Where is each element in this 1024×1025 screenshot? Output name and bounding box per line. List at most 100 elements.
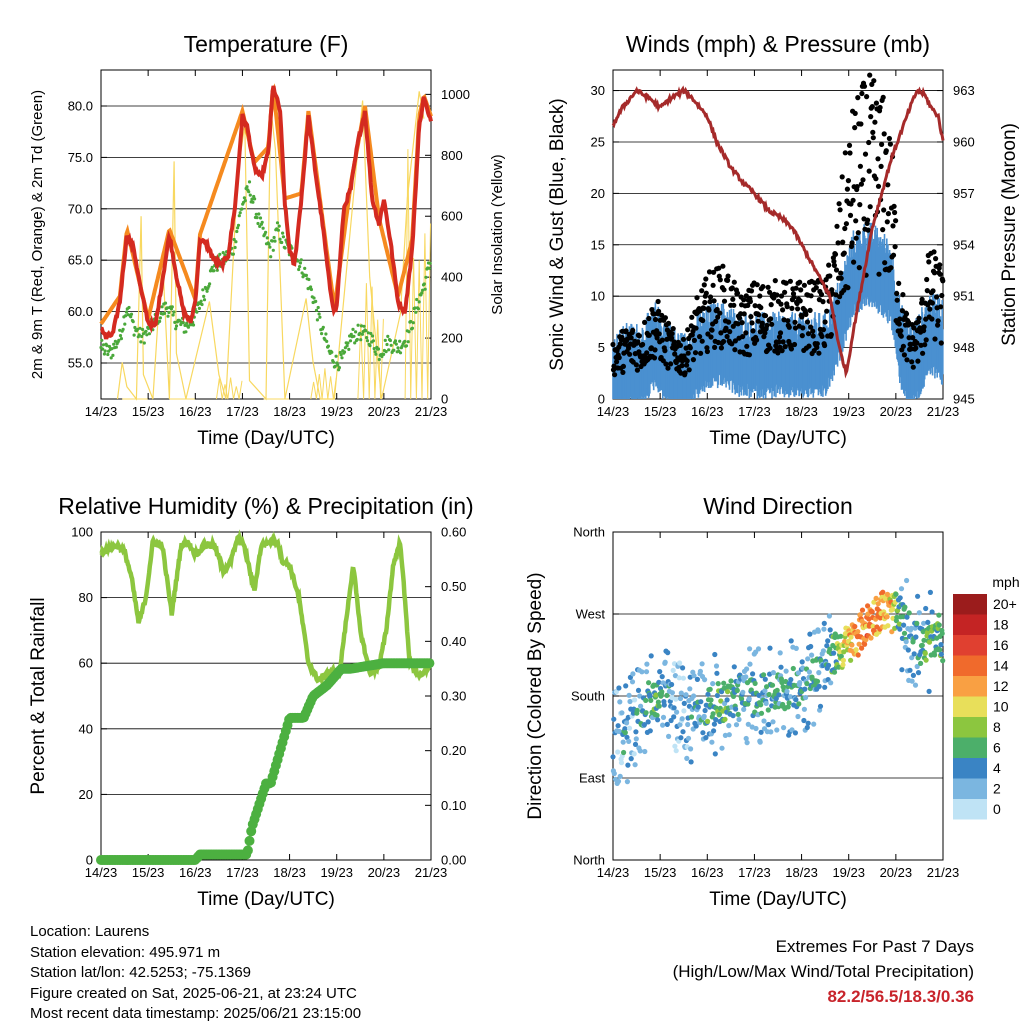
dewpoint-point <box>110 347 114 351</box>
gust-point <box>793 285 799 291</box>
x-tick-label: 14/23 <box>85 404 118 419</box>
gust-point <box>655 298 661 305</box>
gust-point <box>938 304 944 310</box>
direction-point <box>615 749 621 755</box>
dewpoint-point <box>415 297 419 302</box>
direction-point <box>916 610 922 616</box>
gust-point <box>746 352 753 358</box>
gust-point <box>699 338 705 344</box>
dewpoint-point <box>132 333 136 337</box>
direction-point <box>913 634 919 640</box>
gust-point <box>664 336 670 342</box>
dewpoint-point <box>370 334 375 338</box>
dewpoint-point <box>299 258 303 262</box>
direction-point <box>646 680 652 686</box>
gust-point <box>741 311 747 317</box>
gust-point <box>640 341 646 348</box>
direction-point <box>803 694 809 701</box>
direction-point <box>899 667 905 673</box>
direction-point <box>713 663 720 669</box>
gust-point <box>714 306 720 313</box>
direction-point <box>705 691 711 697</box>
gust-point <box>623 328 629 334</box>
direction-point <box>827 646 833 652</box>
dewpoint-point <box>183 323 187 327</box>
dewpoint-point <box>376 347 381 351</box>
direction-point <box>873 595 879 602</box>
gust-point <box>916 315 922 321</box>
dewpoint-point <box>278 237 282 241</box>
gust-point <box>922 342 928 348</box>
direction-point <box>776 692 782 698</box>
gust-point <box>901 352 908 358</box>
dewpoint-point <box>396 346 400 350</box>
gust-point <box>635 339 641 345</box>
gust-point <box>871 78 877 84</box>
dewpoint-point <box>398 351 403 355</box>
gust-point <box>786 324 792 330</box>
direction-point <box>795 670 802 676</box>
dewpoint-point <box>325 339 329 343</box>
dewpoint-point <box>103 349 107 353</box>
gust-point <box>938 340 944 346</box>
direction-point <box>919 642 925 648</box>
gust-point <box>881 207 887 213</box>
direction-point <box>940 658 946 664</box>
dewpoint-point <box>250 197 254 201</box>
direction-point <box>677 695 684 702</box>
direction-point <box>711 721 718 727</box>
direction-point <box>921 637 927 643</box>
plot-frame <box>100 531 432 861</box>
y-tick-label: 25 <box>591 134 605 149</box>
dewpoint-point <box>173 320 177 324</box>
dewpoint-point <box>398 339 402 343</box>
gust-point <box>729 285 735 291</box>
gust-series <box>610 72 946 378</box>
direction-point <box>643 710 649 716</box>
gust-point <box>885 182 891 188</box>
dewpoint-point <box>163 301 168 305</box>
direction-point <box>923 657 929 663</box>
direction-point <box>681 700 687 707</box>
dewpoint-point <box>191 323 196 327</box>
gust-point <box>831 258 837 264</box>
t9m-series <box>99 83 433 326</box>
gust-point <box>791 341 798 348</box>
location-text: Location: Laurens <box>30 923 150 940</box>
gust-point <box>718 345 725 351</box>
gust-point <box>896 321 902 327</box>
dewpoint-point <box>256 221 260 226</box>
gust-point <box>892 209 898 216</box>
gust-point <box>659 337 665 343</box>
direction-point <box>885 623 891 629</box>
gust-point <box>646 315 652 322</box>
direction-point <box>816 670 822 676</box>
gust-point <box>845 178 852 184</box>
gust-point <box>713 318 719 325</box>
gust-point <box>799 314 805 320</box>
gust-point <box>897 316 903 322</box>
gust-point <box>768 302 774 308</box>
gust-point <box>858 181 865 187</box>
dewpoint-point <box>129 312 134 316</box>
direction-point <box>904 577 910 584</box>
dewpoint-point <box>364 329 368 333</box>
dewpoint-point <box>331 360 336 364</box>
direction-point <box>804 681 810 687</box>
gust-point <box>915 358 921 364</box>
gust-point <box>932 336 938 342</box>
direction-point <box>869 609 875 615</box>
direction-point <box>619 710 625 716</box>
direction-point <box>808 643 814 650</box>
dewpoint-point <box>252 194 256 199</box>
dewpoint-point <box>298 265 302 269</box>
direction-point <box>922 650 928 657</box>
wind-series <box>612 222 944 399</box>
dewpoint-point <box>346 341 350 345</box>
gust-point <box>729 341 735 347</box>
direction-point <box>714 670 720 676</box>
direction-point <box>712 651 718 658</box>
dewpoint-point <box>166 314 170 318</box>
dewpoint-point <box>420 291 424 295</box>
gust-point <box>780 339 786 345</box>
